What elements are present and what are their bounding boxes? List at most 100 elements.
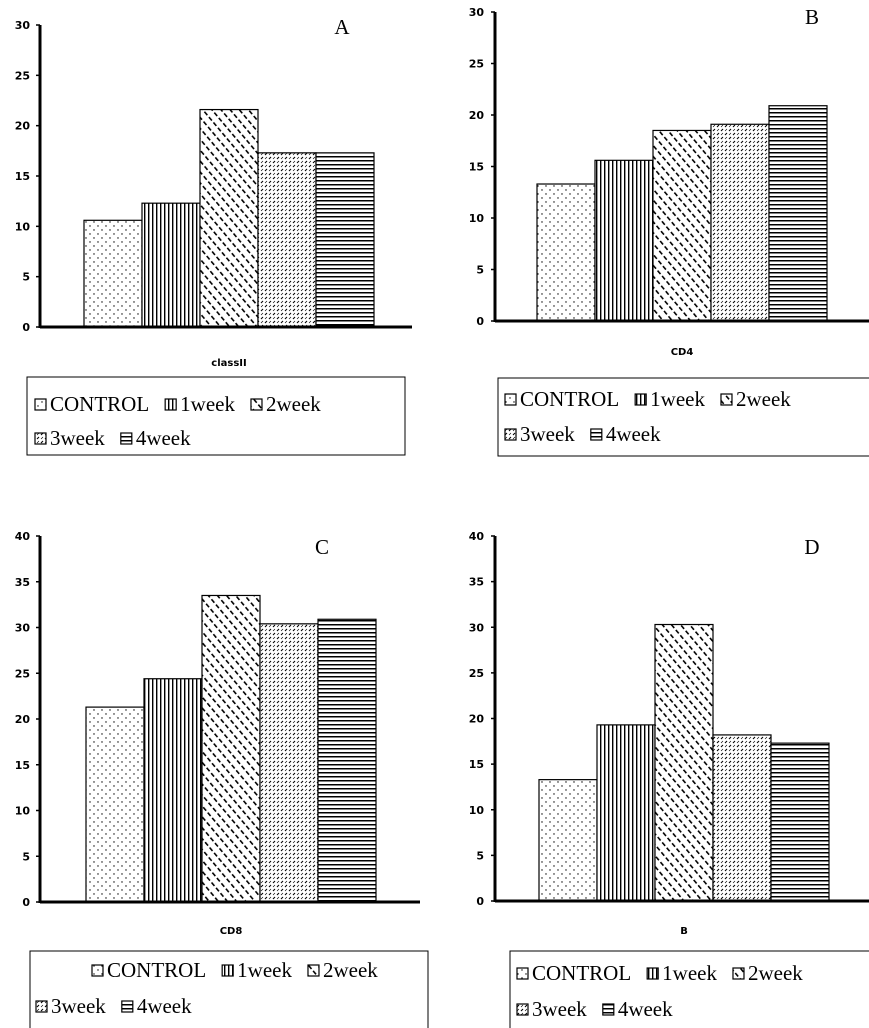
x-axis-label: classII <box>211 358 246 369</box>
legend-swatch-3week <box>35 1000 48 1013</box>
legend-swatch-3week <box>34 432 47 445</box>
bar-control <box>538 779 598 902</box>
legend: CONTROL 1week 2week 3week 4week <box>509 950 869 1028</box>
y-tick-label: 30 <box>469 621 485 634</box>
bar-control <box>536 183 596 322</box>
legend-label-1week: 1week <box>180 392 235 416</box>
legend-label-control: CONTROL <box>107 958 206 982</box>
chart-panel-c: 0 5 10 15 20 25 30 35 40 CD8 C CONTROL 1week 2week 3we… <box>15 530 429 1028</box>
y-tick-label: 15 <box>15 759 30 772</box>
y-tick-label: 5 <box>476 264 484 277</box>
y-tick-label: 15 <box>15 170 30 183</box>
legend-label-3week: 3week <box>520 422 575 446</box>
legend-swatch-control <box>34 398 47 411</box>
y-tick-label: 25 <box>15 667 30 680</box>
legend-label-1week: 1week <box>650 387 705 411</box>
legend-swatch-4week <box>590 428 603 441</box>
bar-control <box>83 219 143 328</box>
legend-swatch-1week <box>634 393 647 406</box>
y-tick-label: 20 <box>15 713 31 726</box>
legend-label-3week: 3week <box>51 994 106 1018</box>
legend-label-2week: 2week <box>736 387 791 411</box>
legend: CONTROL 1week 2week 3week 4week <box>26 376 406 456</box>
y-tick-label: 5 <box>22 850 30 863</box>
bar-2week <box>652 129 712 322</box>
y-tick-label: 35 <box>469 576 484 589</box>
legend: CONTROL 1week 2week 3week 4week <box>497 377 869 457</box>
bar-1week <box>143 678 203 903</box>
legend-label-control: CONTROL <box>50 392 149 416</box>
legend-label-1week: 1week <box>237 958 292 982</box>
bar-1week <box>141 202 201 328</box>
panel-label: B <box>805 5 819 29</box>
y-tick-label: 35 <box>15 576 30 589</box>
legend-label-4week: 4week <box>136 426 191 450</box>
y-tick-label: 0 <box>22 896 30 909</box>
legend: CONTROL 1week 2week 3week 4week <box>29 950 429 1028</box>
bar-3week <box>710 123 770 322</box>
y-tick-label: 30 <box>15 622 31 635</box>
bar-3week <box>712 734 772 902</box>
bar-3week <box>259 623 319 903</box>
y-tick-label: 30 <box>469 6 485 19</box>
bar-1week <box>594 159 654 322</box>
legend-swatch-control <box>516 967 529 980</box>
y-tick-label: 20 <box>15 120 31 133</box>
y-tick-label: 40 <box>15 530 31 543</box>
bar-control <box>85 706 145 903</box>
legend-swatch-2week <box>307 964 320 977</box>
y-tick-label: 10 <box>15 220 31 233</box>
legend-label-1week: 1week <box>662 961 717 985</box>
panel-label: D <box>804 535 819 559</box>
bar-4week <box>315 152 375 328</box>
y-tick-label: 40 <box>469 530 485 543</box>
legend-swatch-1week <box>646 967 659 980</box>
bar-3week <box>257 152 317 328</box>
y-tick-label: 5 <box>22 271 30 284</box>
legend-swatch-3week <box>504 428 517 441</box>
legend-swatch-2week <box>720 393 733 406</box>
legend-swatch-control <box>91 964 104 977</box>
y-tick-label: 15 <box>469 758 484 771</box>
y-tick-label: 25 <box>469 667 484 680</box>
y-tick-label: 5 <box>476 849 484 862</box>
legend-frame <box>497 377 869 457</box>
legend-label-control: CONTROL <box>532 961 631 985</box>
y-tick-label: 0 <box>22 321 30 334</box>
legend-swatch-2week <box>250 398 263 411</box>
legend-label-3week: 3week <box>532 997 587 1021</box>
panel-label: A <box>334 15 350 39</box>
panel-label: C <box>315 535 329 559</box>
legend-swatch-1week <box>164 398 177 411</box>
y-tick-label: 0 <box>476 315 484 328</box>
legend-label-4week: 4week <box>618 997 673 1021</box>
y-tick-label: 10 <box>469 212 485 225</box>
y-tick-label: 30 <box>15 19 31 32</box>
legend-label-2week: 2week <box>323 958 378 982</box>
legend-label-control: CONTROL <box>520 387 619 411</box>
legend-swatch-4week <box>120 432 133 445</box>
bar-2week <box>654 623 714 902</box>
x-axis-label: CD8 <box>220 926 243 937</box>
legend-label-4week: 4week <box>137 994 192 1018</box>
bar-1week <box>596 724 656 902</box>
y-tick-label: 0 <box>476 895 484 908</box>
legend-frame <box>29 950 429 1028</box>
y-tick-label: 10 <box>15 805 31 818</box>
legend-swatch-4week <box>602 1003 615 1016</box>
legend-label-3week: 3week <box>50 426 105 450</box>
legend-swatch-3week <box>516 1003 529 1016</box>
legend-frame <box>26 376 406 456</box>
y-tick-label: 25 <box>469 58 484 71</box>
chart-panel-b: 0 5 10 15 20 25 30 CD4 B CONTROL 1week 2week 3week 4w… <box>469 5 869 457</box>
y-tick-label: 15 <box>469 161 484 174</box>
bar-2week <box>199 108 259 328</box>
chart-panel-a: 0 5 10 15 20 25 30 classII A CONTROL 1week 2week 3we… <box>15 15 412 456</box>
legend-label-4week: 4week <box>606 422 661 446</box>
bar-4week <box>768 105 828 322</box>
legend-swatch-2week <box>732 967 745 980</box>
y-tick-label: 10 <box>469 804 485 817</box>
y-tick-label: 20 <box>469 713 485 726</box>
legend-label-2week: 2week <box>748 961 803 985</box>
